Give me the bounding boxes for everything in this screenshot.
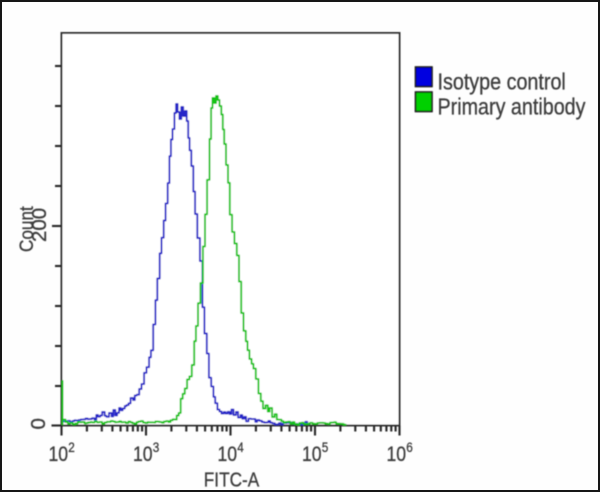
- svg-text:Count: Count: [15, 206, 37, 252]
- svg-text:10: 10: [48, 443, 68, 467]
- svg-text:2: 2: [68, 439, 75, 455]
- svg-text:Isotype control: Isotype control: [438, 68, 566, 95]
- svg-text:0: 0: [27, 418, 50, 429]
- svg-text:10: 10: [133, 443, 153, 467]
- svg-text:10: 10: [386, 443, 406, 467]
- svg-text:10: 10: [302, 443, 322, 467]
- svg-text:4: 4: [237, 439, 244, 455]
- svg-text:200: 200: [28, 208, 51, 242]
- svg-text:10: 10: [217, 443, 237, 467]
- svg-text:6: 6: [406, 439, 413, 455]
- svg-text:FITC-A: FITC-A: [204, 469, 260, 492]
- svg-text:Primary antibody: Primary antibody: [438, 93, 586, 120]
- svg-text:5: 5: [322, 439, 329, 455]
- svg-text:3: 3: [153, 439, 160, 455]
